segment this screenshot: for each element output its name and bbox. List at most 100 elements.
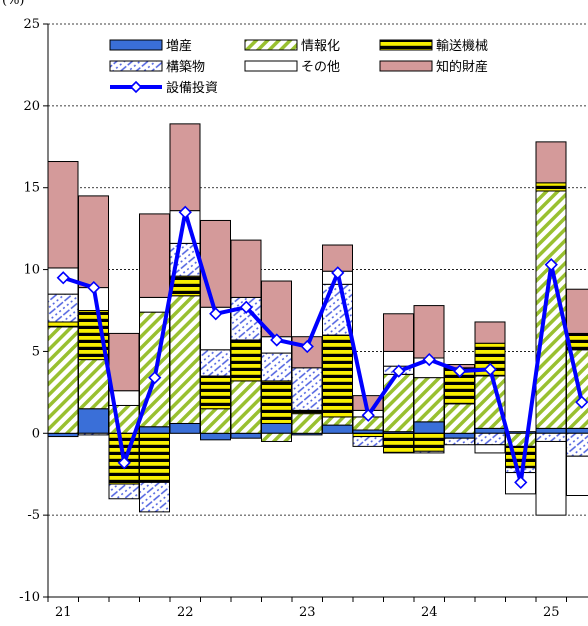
legend-swatch <box>379 39 433 51</box>
bar-segment-zousan <box>566 427 588 434</box>
bar-segment-yusou <box>322 334 353 418</box>
bar-segment-jouhouka <box>169 295 201 424</box>
bar-segment-chiteki <box>413 305 445 359</box>
bar-segment-chiteki <box>566 288 588 334</box>
bar-segment-yusou <box>230 339 262 382</box>
legend-marker <box>129 80 143 94</box>
bar-segment-kouchiku <box>139 481 170 513</box>
legend-item-total: 設備投資 <box>110 80 218 96</box>
legend-item-jouhouka: 情報化 <box>244 39 340 54</box>
bar-segment-zousan <box>444 432 475 439</box>
bar-segment-chiteki <box>383 313 414 352</box>
bar-segment-yusou <box>261 380 292 424</box>
bar-segment-zousan <box>474 427 506 434</box>
bar-segment-chiteki <box>108 332 140 392</box>
bar-segment-yusou <box>139 432 170 483</box>
bar-segment-kouchiku <box>474 432 506 446</box>
y-tick-label: 15 <box>23 181 40 196</box>
bar-stack <box>200 219 231 441</box>
bar-segment-zousan <box>230 432 262 439</box>
total-investment-line <box>56 205 588 490</box>
bar-segment-sonota <box>474 444 506 454</box>
bar-segment-zousan <box>535 427 567 434</box>
legend-item-yusou: 輸送機械 <box>379 39 488 54</box>
line-marker <box>392 364 406 378</box>
line-marker <box>209 307 223 321</box>
bar-segment-zousan <box>78 408 109 434</box>
legend-item-chiteki: 知的財産 <box>379 59 488 75</box>
x-tick-label: 22 <box>177 605 194 620</box>
line-marker <box>148 370 162 385</box>
legend-swatch <box>109 39 163 51</box>
bar-stack <box>566 288 588 496</box>
legend-label: その他 <box>301 60 340 75</box>
bar-segment-chiteki <box>139 213 170 298</box>
legend-item-sonota: その他 <box>244 60 340 75</box>
bar-segment-sonota <box>139 296 170 313</box>
line-marker <box>270 333 284 347</box>
y-tick-label: -5 <box>27 508 40 523</box>
line-marker <box>483 362 497 377</box>
bar-stack <box>413 305 445 454</box>
bar-stack <box>78 195 109 436</box>
bar-segment-yusou <box>413 432 445 452</box>
y-tick-label: -10 <box>19 590 40 605</box>
bar-segment-chiteki <box>535 141 567 184</box>
bar-segment-sonota <box>383 350 414 367</box>
y-tick-label: 25 <box>23 17 40 32</box>
line-marker <box>514 475 528 490</box>
bar-stack <box>444 364 475 446</box>
line-marker <box>331 266 345 280</box>
legend-label: 構築物 <box>166 60 205 75</box>
gridlines <box>48 23 588 598</box>
legend-label: 設備投資 <box>166 80 218 96</box>
bar-segment-yusou <box>200 375 231 410</box>
legend-item-kouchiku: 構築物 <box>109 60 205 75</box>
line-marker <box>117 456 131 470</box>
legend-item-zousan: 増産 <box>109 38 192 54</box>
bar-segment-kouchiku <box>48 293 79 323</box>
bar-segment-kouchiku <box>444 437 475 446</box>
bar-stack <box>48 161 79 438</box>
bar-segment-chiteki <box>230 239 262 298</box>
line-marker <box>56 271 70 285</box>
bar-segment-zousan <box>139 426 170 434</box>
bar-segment-chiteki <box>48 161 79 269</box>
plot-area <box>48 123 588 516</box>
bar-stack <box>230 239 262 439</box>
bar-stack <box>291 336 323 436</box>
legend-label: 増産 <box>166 38 192 54</box>
bar-stack <box>261 280 292 442</box>
y-tick-label: 0 <box>32 426 40 441</box>
bar-segment-kouchiku <box>108 483 140 500</box>
x-tick-label: 23 <box>299 605 316 620</box>
line-marker <box>575 395 588 409</box>
bar-segment-sonota <box>566 455 588 496</box>
x-axis-ticks: 21 22 23 24 25 <box>47 597 567 620</box>
line-marker <box>422 352 436 367</box>
line-marker <box>87 280 101 295</box>
x-tick-label: 24 <box>421 605 438 620</box>
bar-segment-chiteki <box>78 195 109 289</box>
bar-segment-yusou <box>535 182 567 192</box>
bar-segment-jouhouka <box>78 359 109 410</box>
legend-swatch <box>379 60 433 72</box>
bar-segment-jouhouka <box>48 326 79 434</box>
bar-segment-chiteki <box>474 321 506 344</box>
bar-segment-kouchiku <box>352 436 384 447</box>
line-marker <box>453 364 467 378</box>
bar-segment-yusou <box>48 321 79 328</box>
bar-segment-kouchiku <box>261 352 292 382</box>
bar-segment-yusou <box>444 367 475 405</box>
bar-segment-kouchiku <box>78 432 109 436</box>
bar-segment-kouchiku <box>200 349 231 377</box>
legend-swatch <box>109 60 163 72</box>
x-tick-label: 21 <box>55 605 72 620</box>
legend-swatch <box>244 60 298 72</box>
bar-segment-chiteki <box>200 219 231 308</box>
bar-segment-jouhouka <box>261 432 292 442</box>
bar-segment-jouhouka <box>383 373 414 433</box>
bar-stack <box>139 213 170 513</box>
line-marker <box>239 300 253 314</box>
line-marker <box>178 205 192 219</box>
